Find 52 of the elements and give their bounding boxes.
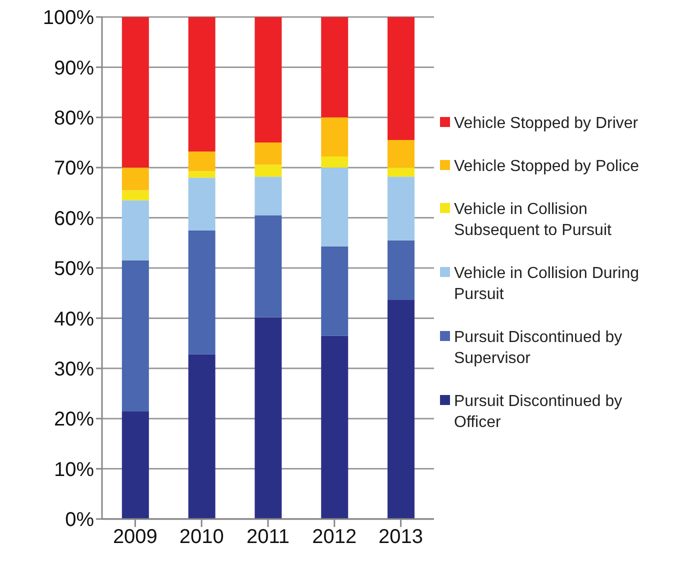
y-tick-label: 100% (42, 7, 94, 30)
bar (321, 117, 348, 157)
bar (388, 17, 415, 140)
legend-label: Pursuit Discontinued by Officer (454, 392, 624, 432)
bar (122, 168, 149, 190)
y-tick-label: 70% (54, 158, 94, 180)
y-tick-label: 10% (54, 458, 94, 481)
bar (388, 240, 415, 300)
bar (388, 300, 415, 519)
bar (188, 17, 216, 152)
bar (321, 336, 348, 519)
y-tick-label: 40% (54, 308, 94, 330)
bar (321, 156, 348, 168)
x-tick-label: 2010 (179, 526, 224, 548)
legend-label: Vehicle in Collision During Pursuit (454, 264, 640, 304)
y-tick-label: 60% (54, 208, 94, 230)
bar (188, 230, 216, 354)
bar (321, 17, 348, 118)
bar (122, 260, 149, 412)
bar (122, 190, 149, 200)
bar (122, 17, 149, 168)
x-tick-label: 2009 (112, 526, 158, 548)
y-tick-label: 80% (54, 108, 94, 130)
bar (188, 152, 216, 172)
bar (321, 246, 348, 336)
bar (388, 176, 415, 240)
bar (321, 168, 348, 246)
y-tick-label: 90% (54, 57, 94, 80)
legend-label: Vehicle in Collision Subsequent to Pursuit (454, 200, 612, 240)
legend-label: Vehicle Stopped by Driver (454, 114, 638, 134)
bar (188, 354, 216, 519)
x-tick-label: 2012 (312, 526, 357, 548)
bar (254, 164, 282, 177)
bar (388, 168, 415, 177)
bar (188, 171, 216, 178)
bar (254, 176, 282, 216)
x-tick-label: 2011 (246, 526, 290, 548)
y-tick-label: 30% (54, 358, 94, 380)
bar (254, 142, 282, 165)
legend-label: Pursuit Discontinued by Supervisor (454, 328, 624, 368)
y-tick-label: 0% (65, 509, 94, 532)
bar (254, 317, 282, 519)
bar (388, 140, 415, 168)
y-tick-label: 50% (54, 258, 94, 280)
x-tick-label: 2013 (378, 526, 424, 548)
bar (254, 17, 282, 142)
y-tick-label: 20% (54, 408, 94, 431)
bar (188, 178, 216, 230)
bar (122, 200, 149, 260)
legend-label: Vehicle Stopped by Police (454, 156, 640, 176)
bar (254, 215, 282, 318)
bar (122, 411, 149, 519)
